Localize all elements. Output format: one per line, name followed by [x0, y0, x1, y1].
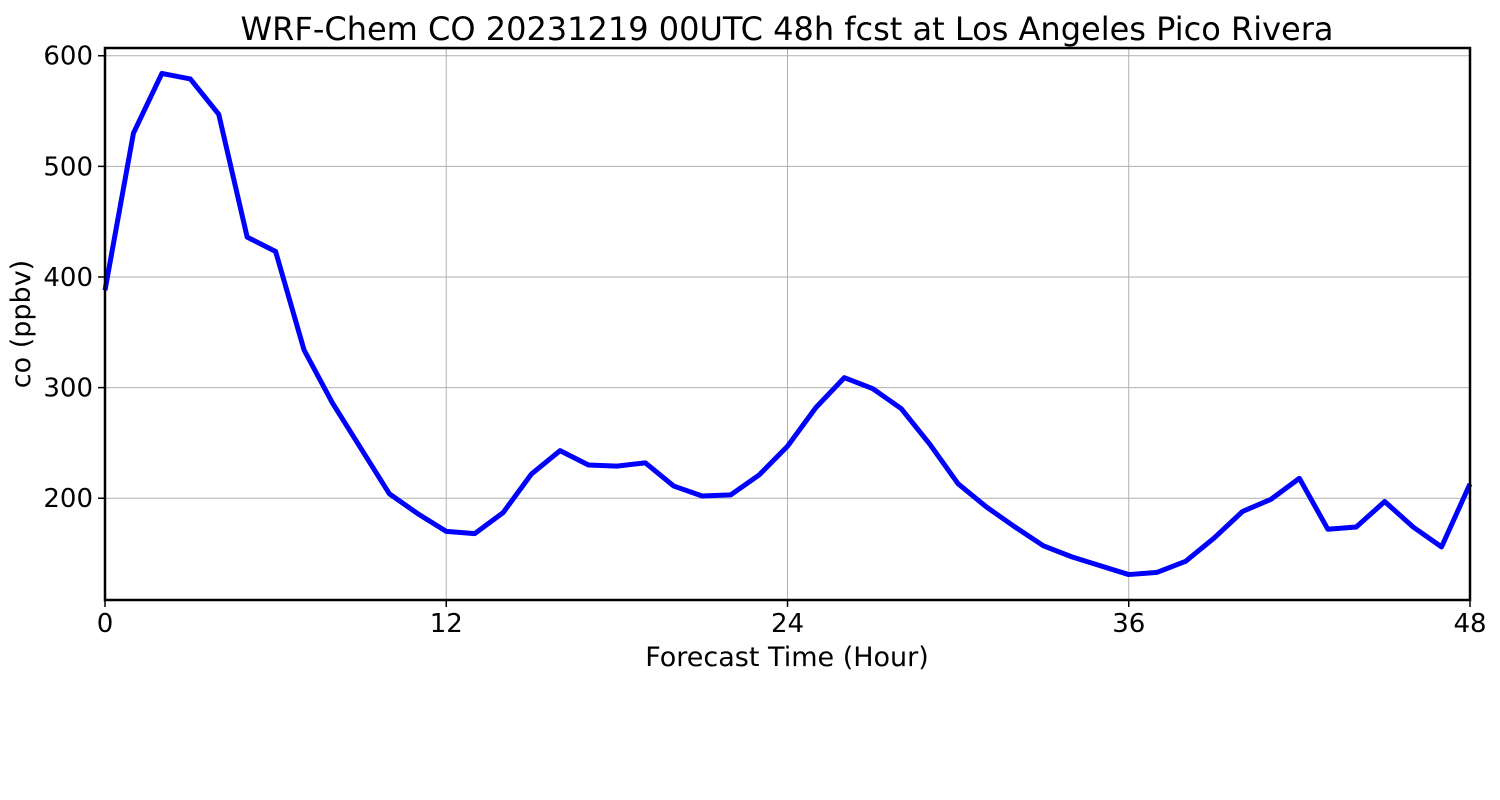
y-tick-label: 500: [43, 152, 93, 182]
x-axis-label: Forecast Time (Hour): [645, 642, 929, 673]
y-axis-label: co (ppbv): [6, 260, 37, 388]
y-tick-label: 200: [43, 484, 93, 514]
x-tick-label: 12: [430, 609, 463, 639]
y-tick-label: 400: [43, 263, 93, 293]
x-tick-label: 24: [771, 609, 804, 639]
series-line: [102, 70, 1473, 578]
y-tick-label: 300: [43, 374, 93, 404]
chart-title: WRF-Chem CO 20231219 00UTC 48h fcst at L…: [241, 10, 1334, 48]
axis-ticks: 0 12 24 36 48 200 300 400 500 600: [43, 42, 1486, 639]
x-tick-label: 36: [1112, 609, 1145, 639]
y-tick-label: 600: [43, 42, 93, 72]
series-lines: [102, 70, 1473, 578]
x-tick-label: 48: [1453, 609, 1486, 639]
x-tick-label: 0: [97, 609, 114, 639]
